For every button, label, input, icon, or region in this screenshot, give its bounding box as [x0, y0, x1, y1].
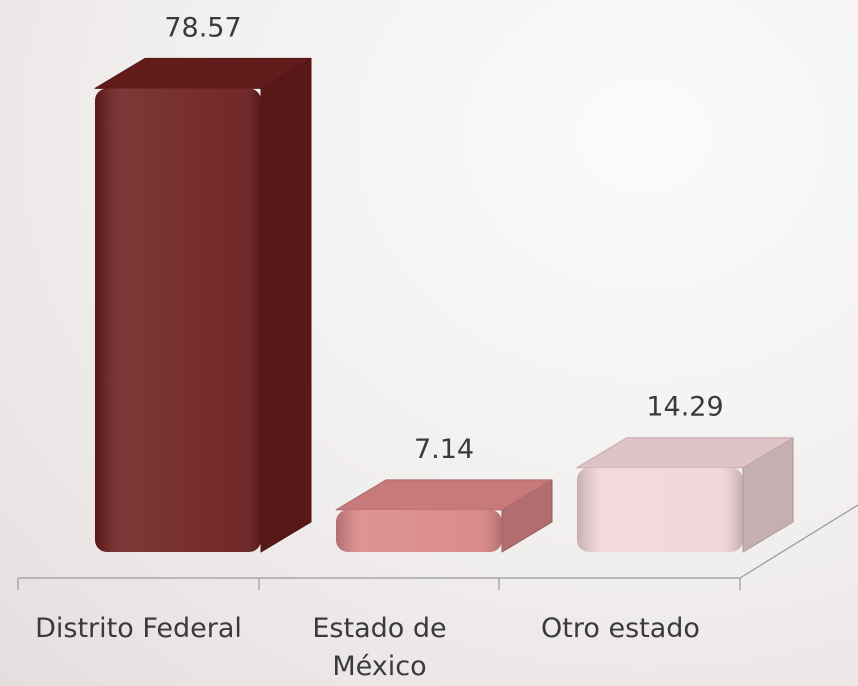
value-label: 7.14	[414, 434, 474, 465]
floor	[17, 504, 858, 590]
bar-shine	[336, 509, 502, 552]
bar-shine	[577, 467, 743, 552]
bar-side	[260, 57, 312, 553]
bar-shine	[95, 88, 261, 552]
value-label: 14.29	[646, 392, 723, 423]
category-label: Distrito Federal	[35, 613, 242, 644]
value-label: 78.57	[164, 12, 241, 43]
category-label: Otro estado	[541, 613, 700, 644]
category-label: Estado de México	[312, 613, 447, 682]
